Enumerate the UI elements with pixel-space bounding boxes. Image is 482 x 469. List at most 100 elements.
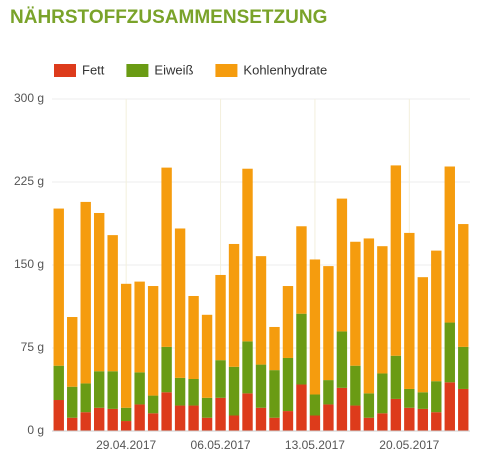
y-tick-label: 75 g [21,340,44,354]
bar-segment [282,411,294,431]
bar-segment [458,224,469,347]
bar-segment [309,259,321,395]
bar-segment [350,405,361,431]
bar-segment [67,386,78,418]
bar-segment [188,378,199,406]
bar-segment [255,364,267,408]
bar-segment [336,387,348,431]
x-tick-label: 13.05.2017 [285,438,345,452]
bar-segment [323,266,334,381]
bar-segment [444,382,455,431]
bar-segment [107,235,118,372]
bar-segment [134,404,145,431]
bar-segment [350,365,361,406]
bar-segment [282,286,294,358]
bar-segment [323,404,334,431]
bar-segment [431,250,442,382]
bar-segment [431,381,442,413]
y-tick-label: 225 g [14,174,44,188]
legend-swatch [54,64,76,77]
y-tick-label: 150 g [14,257,44,271]
bar-segment [134,281,145,373]
bar-segment [242,168,253,342]
bar-segment [120,421,132,431]
bar-segment [120,283,132,408]
bar-segment [53,400,64,431]
bar-segment [53,208,64,366]
x-tick-label: 29.04.2017 [96,438,156,452]
legend-label: Eiweiß [154,62,193,77]
bar-segment [269,417,280,431]
bar-segment [309,394,321,416]
legend-label: Kohlenhydrate [243,62,327,77]
bar-segment [269,326,280,371]
bar-segment [201,314,213,398]
bar-segment [363,393,375,418]
bar-segment [188,295,199,379]
bar-segment [80,383,91,413]
legend-swatch [215,64,238,77]
bar-segment [458,388,469,431]
bar-segment [228,415,240,431]
bar-segment [296,226,307,314]
bar-segment [444,166,455,323]
bar-segment [174,228,186,378]
bar-segment [336,198,348,332]
bar-segment [80,201,91,384]
x-tick-label: 20.05.2017 [379,438,439,452]
bar-segment [377,413,388,431]
bar-segment [201,397,213,418]
bar-segment [404,388,415,408]
bar-segment [377,373,388,414]
bar-segment [53,365,64,401]
bar-segment [174,405,186,431]
bar-segment [188,405,199,431]
bar-segment [255,407,267,431]
bar-segment [404,407,415,431]
bar-segment [458,346,469,389]
bar-segment [228,366,240,416]
bar-segment [336,331,348,388]
bar-segment [417,277,429,393]
x-tick-label: 06.05.2017 [191,438,251,452]
bar-segment [215,397,226,431]
bar-segment [107,408,118,431]
bar-segment [390,355,402,399]
bar-segment [431,412,442,431]
bar-segment [93,371,105,408]
bar-segment [296,313,307,385]
bar-segment [120,407,132,422]
bar-segment [363,417,375,431]
bar-segment [242,393,253,431]
bar-segment [174,377,186,406]
bar-segment [282,357,294,412]
bar-segment [296,384,307,431]
legend-swatch [126,64,149,77]
bar-segment [390,398,402,431]
chart-title: NÄHRSTOFFZUSAMMENSETZUNG [10,7,327,28]
bar-segment [404,232,415,389]
bar-segment [147,413,159,431]
bar-segment [161,346,172,393]
bar-segment [377,246,388,374]
legend-label: Fett [82,62,105,77]
bar-segment [390,165,402,356]
bar-segment [93,407,105,431]
bar-segment [350,241,361,366]
bar-segment [67,417,78,431]
bar-segment [255,256,267,365]
bar-segment [444,322,455,383]
bar-segment [201,417,213,431]
bar-segment [363,238,375,394]
bar-segment [228,243,240,367]
bar-segment [161,392,172,431]
bar-segment [67,317,78,387]
bar-segment [215,360,226,398]
bar-segment [134,372,145,405]
bar-segment [269,370,280,418]
bar-segment [93,212,105,372]
bar-segment [161,167,172,347]
y-tick-label: 300 g [14,91,44,105]
bar-segment [107,371,118,409]
